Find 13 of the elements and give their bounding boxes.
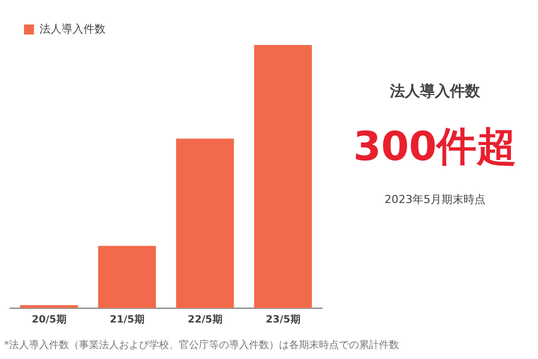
text: *法人導入件数（事業法人および学校、官公庁等の導入件数）は各期末時点での累計件数 — [4, 338, 399, 352]
bar — [254, 45, 312, 308]
text: 300件超 — [352, 123, 518, 172]
legend-label: 法人導入件数 — [40, 22, 106, 36]
x-tick-label: 23/5期 — [266, 314, 300, 326]
x-tick-label: 21/5期 — [110, 314, 144, 326]
x-tick-label: 22/5期 — [188, 314, 222, 326]
text: 法人導入件数 — [389, 82, 481, 101]
bar — [20, 305, 78, 308]
x-tick-label: 20/5期 — [32, 314, 66, 326]
text: 2023年5月期末時点 — [384, 192, 486, 207]
bar — [98, 246, 156, 308]
bar — [176, 138, 234, 308]
